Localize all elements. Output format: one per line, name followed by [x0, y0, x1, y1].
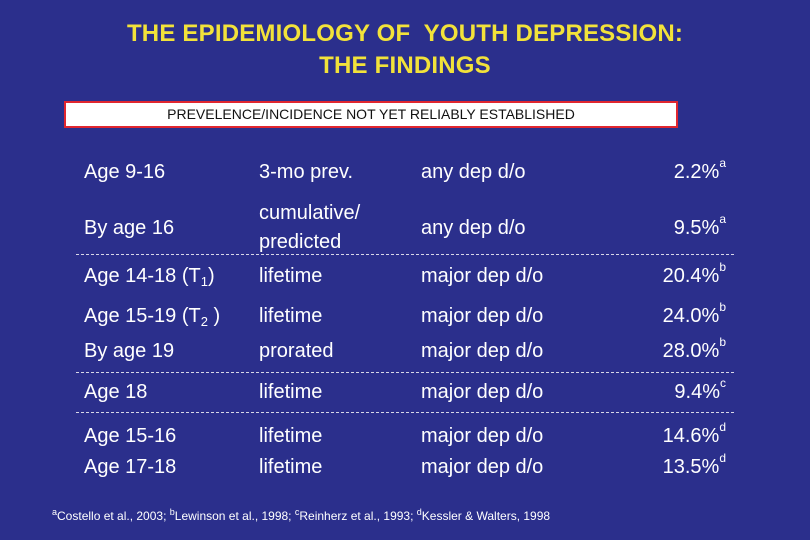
row-measure: lifetime: [259, 381, 323, 403]
row-value: 9.4%c: [674, 376, 726, 403]
row-measure: lifetime: [259, 456, 323, 478]
row-age: Age 15-16: [84, 425, 177, 447]
row-age: Age 14-18 (T1): [84, 265, 215, 289]
row-measure-line2: predicted: [259, 231, 342, 253]
dashed-divider: [76, 254, 734, 255]
footnote-ref: d: [719, 420, 726, 434]
row-age: By age 16: [84, 217, 175, 239]
row-condition: major dep d/o: [421, 340, 544, 362]
row-age: Age 18: [84, 381, 148, 403]
row-condition: major dep d/o: [421, 456, 544, 478]
row-condition: major dep d/o: [421, 381, 544, 403]
row-value: 9.5%a: [673, 212, 726, 239]
row-value: 20.4%b: [662, 260, 726, 287]
row-measure-line1: cumulative/: [259, 202, 361, 224]
prevalence-banner: PREVELENCE/INCIDENCE NOT YET RELIABLY ES…: [64, 101, 678, 128]
row-value: 13.5%d: [662, 451, 726, 478]
title-line-2: THE FINDINGS: [319, 52, 491, 79]
footnote-ref: b: [719, 260, 726, 274]
footnote-ref: d: [719, 451, 726, 465]
row-measure: lifetime: [259, 425, 323, 447]
row-condition: any dep d/o: [421, 161, 526, 183]
row-value: 24.0%b: [662, 300, 726, 327]
footnote-ref: a: [719, 212, 726, 226]
row-condition: major dep d/o: [421, 425, 544, 447]
row-age: Age 17-18: [84, 456, 177, 478]
dashed-divider: [76, 412, 734, 413]
footnote-ref: c: [720, 376, 726, 390]
title-line-1: THE EPIDEMIOLOGY OF YOUTH DEPRESSION:: [126, 20, 684, 47]
row-measure: 3-mo prev.: [259, 161, 354, 183]
row-measure: lifetime: [259, 305, 323, 327]
dashed-divider: [76, 372, 734, 373]
footnote-ref: b: [719, 335, 726, 349]
citations-footnote: aCostello et al., 2003; bLewinson et al.…: [52, 507, 551, 523]
row-age: Age 9-16: [84, 161, 166, 183]
row-value: 2.2%a: [673, 156, 726, 183]
footnote-ref: a: [719, 156, 726, 170]
row-measure: prorated: [259, 340, 334, 362]
row-condition: major dep d/o: [421, 305, 544, 327]
row-value: 14.6%d: [662, 420, 726, 447]
row-value: 28.0%b: [662, 335, 726, 362]
row-age: By age 19: [84, 340, 175, 362]
row-age: Age 15-19 (T2 ): [84, 305, 221, 329]
row-condition: major dep d/o: [421, 265, 544, 287]
row-condition: any dep d/o: [421, 217, 526, 239]
footnote-ref: b: [719, 300, 726, 314]
row-measure: lifetime: [259, 265, 323, 287]
slide-title: THE EPIDEMIOLOGY OF YOUTH DEPRESSION: TH…: [0, 18, 810, 82]
